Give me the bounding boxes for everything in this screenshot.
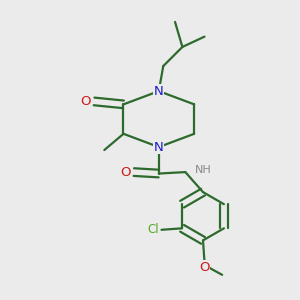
Text: N: N: [154, 85, 164, 98]
Text: N: N: [154, 141, 164, 154]
Text: O: O: [120, 166, 131, 178]
Text: Cl: Cl: [147, 223, 159, 236]
Text: NH: NH: [195, 165, 212, 175]
Text: O: O: [81, 95, 91, 108]
Text: O: O: [199, 261, 210, 274]
